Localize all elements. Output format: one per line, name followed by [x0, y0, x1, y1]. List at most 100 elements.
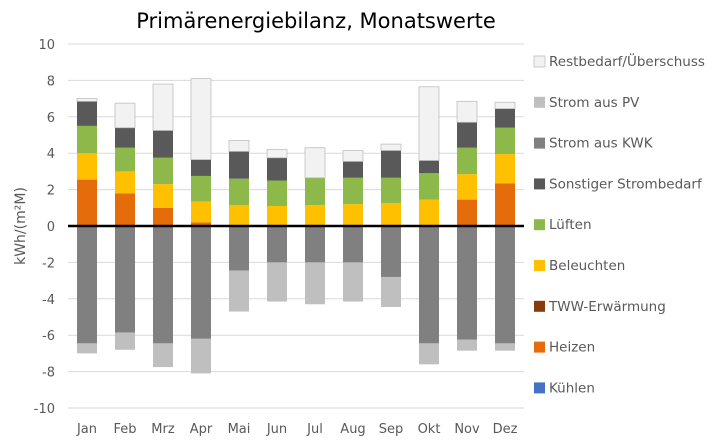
y-tick-label: 8: [47, 74, 55, 89]
bar-strom-aus-pv: [419, 343, 439, 365]
bar-restbedarf-berschuss: [418, 86, 440, 161]
bar-strom-aus-kwk: [343, 226, 363, 263]
y-tick-label: -8: [42, 366, 55, 381]
bar-beleuchten: [495, 154, 515, 184]
legend-swatch-strom-aus-pv: [534, 96, 545, 108]
y-tick-label: 10: [38, 38, 55, 53]
legend-label-sonstiger-strombedarf: Sonstiger Strombedarf: [549, 176, 703, 192]
bar-heizen: [77, 179, 97, 226]
bar-l-ften: [495, 127, 515, 155]
bar-strom-aus-kwk: [419, 226, 439, 344]
y-axis-ticks: 10 8 6 4 2 0 -2 -4 -6 -8 -10: [34, 38, 55, 417]
bar-beleuchten: [343, 204, 363, 226]
x-tick-label: Jun: [266, 422, 287, 437]
x-tick-label: Aug: [340, 422, 365, 437]
bar-strom-aus-kwk: [267, 226, 287, 263]
bar-strom-aus-kwk: [495, 226, 515, 344]
bar-heizen: [153, 207, 173, 226]
legend-label-tww-erw-rmung: TWW-Erwärmung: [548, 299, 666, 315]
bar-restbedarf-berschuss: [190, 78, 212, 160]
bar-beleuchten: [305, 205, 325, 226]
gridlines: [68, 43, 524, 409]
bar-restbedarf-berschuss: [266, 149, 288, 159]
bar-strom-aus-pv: [115, 332, 135, 350]
legend-swatch-l-ften: [534, 219, 545, 231]
x-axis-ticks: Jan Feb Mrz Apr Mai Jun Jul Aug Sep Okt Nov Dez: [76, 422, 518, 437]
bar-restbedarf-berschuss: [304, 147, 326, 179]
legend-swatch-restbedarf-berschuss: [533, 55, 546, 68]
x-tick-label: Mai: [228, 422, 251, 437]
legend-swatch-strom-aus-kwk: [534, 137, 545, 149]
bar-strom-aus-kwk: [457, 226, 477, 340]
bar-strom-aus-kwk: [153, 226, 173, 344]
bar-strom-aus-kwk: [115, 226, 135, 333]
bar-sonstiger-strombedarf: [77, 101, 97, 126]
bar-sonstiger-strombedarf: [457, 122, 477, 148]
legend-label-l-ften: Lüften: [549, 217, 592, 233]
bar-restbedarf-berschuss: [152, 83, 174, 131]
bar-l-ften: [267, 180, 287, 206]
x-tick-label: Sep: [379, 422, 404, 437]
y-tick-label: -10: [34, 402, 55, 417]
x-tick-label: Okt: [418, 422, 441, 437]
bar-strom-aus-pv: [267, 262, 287, 302]
bar-sonstiger-strombedarf: [495, 108, 515, 128]
bar-l-ften: [305, 177, 325, 206]
bar-strom-aus-pv: [381, 276, 401, 307]
legend-label-heizen: Heizen: [549, 340, 595, 356]
bar-restbedarf-berschuss: [114, 102, 136, 129]
bar-sonstiger-strombedarf: [229, 151, 249, 179]
bar-beleuchten: [229, 205, 249, 226]
legend-swatch-tww-erw-rmung: [534, 300, 545, 312]
x-tick-label: Apr: [190, 422, 213, 437]
chart-title: Primärenergiebilanz, Monatswerte: [136, 9, 496, 33]
bar-l-ften: [343, 177, 363, 205]
bar-beleuchten: [77, 153, 97, 180]
bar-strom-aus-kwk: [381, 226, 401, 277]
bar-strom-aus-kwk: [191, 226, 211, 339]
x-tick-label: Jul: [306, 422, 323, 437]
x-tick-label: Dez: [493, 422, 518, 437]
bar-heizen: [191, 222, 211, 226]
bar-l-ften: [153, 157, 173, 185]
bar-stacks: [76, 78, 516, 374]
y-axis-label: kWh/(m²M): [13, 187, 29, 265]
legend-label-restbedarf-berschuss: Restbedarf/Überschuss: [549, 52, 705, 70]
bar-sonstiger-strombedarf: [267, 157, 287, 181]
bar-beleuchten: [267, 205, 287, 226]
legend-label-strom-aus-kwk: Strom aus KWK: [549, 136, 654, 152]
y-tick-label: -4: [42, 293, 55, 308]
bar-l-ften: [115, 147, 135, 172]
bar-beleuchten: [457, 174, 477, 200]
y-tick-label: 0: [47, 220, 55, 235]
bar-strom-aus-pv: [495, 343, 515, 351]
bar-heizen: [495, 183, 515, 226]
bar-strom-aus-pv: [153, 343, 173, 368]
bar-restbedarf-berschuss: [380, 143, 402, 151]
bar-strom-aus-kwk: [77, 226, 97, 344]
bar-l-ften: [419, 173, 439, 200]
y-tick-label: 2: [47, 184, 55, 199]
y-tick-label: 4: [47, 147, 55, 162]
legend-swatch-heizen: [534, 341, 545, 353]
bar-restbedarf-berschuss: [76, 98, 98, 102]
bar-strom-aus-pv: [191, 338, 211, 374]
bar-restbedarf-berschuss: [228, 140, 250, 152]
x-tick-label: Mrz: [151, 422, 175, 437]
bar-beleuchten: [115, 171, 135, 194]
bar-sonstiger-strombedarf: [343, 161, 363, 178]
bar-l-ften: [457, 147, 477, 175]
bar-strom-aus-pv: [305, 262, 325, 305]
legend-label-beleuchten: Beleuchten: [549, 258, 625, 274]
y-tick-label: 6: [47, 111, 55, 126]
x-tick-label: Feb: [113, 422, 136, 437]
bar-l-ften: [191, 175, 211, 202]
legend-label-strom-aus-pv: Strom aus PV: [549, 95, 640, 111]
bar-beleuchten: [381, 203, 401, 226]
x-tick-label: Jan: [76, 422, 97, 437]
bar-beleuchten: [419, 199, 439, 226]
bar-l-ften: [229, 178, 249, 206]
y-tick-label: -6: [42, 329, 55, 344]
legend-swatch-sonstiger-strombedarf: [534, 178, 545, 190]
